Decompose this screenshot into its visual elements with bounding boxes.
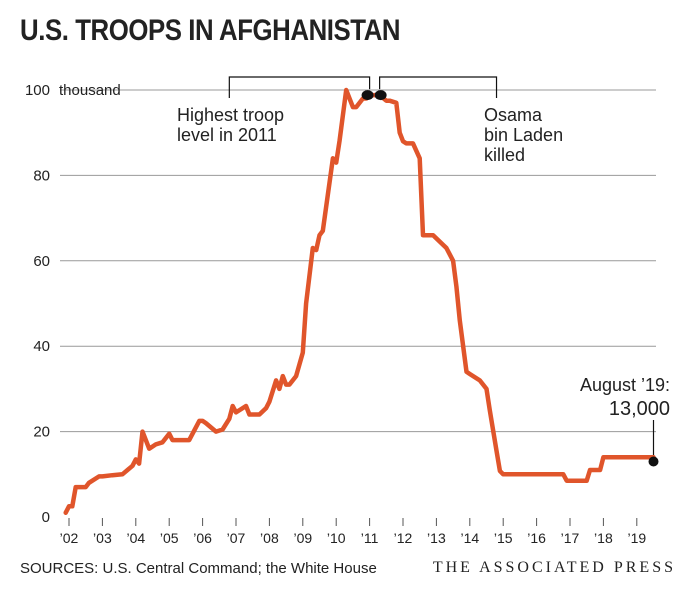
- x-tick-label: ’13: [427, 530, 446, 546]
- bin-laden-label: Osama: [484, 105, 543, 125]
- gridlines: [60, 89, 656, 526]
- x-tick-label: ’06: [193, 530, 212, 546]
- sources-note: SOURCES: U.S. Central Command; the White…: [20, 560, 377, 577]
- x-tick-label: ’12: [394, 530, 413, 546]
- y-tick-label: 20: [33, 424, 50, 441]
- x-tick-label: ’09: [293, 530, 312, 546]
- x-tick-label: ’19: [627, 530, 646, 546]
- y-tick-label: 40: [33, 338, 50, 355]
- highest-level-label: level in 2011: [177, 125, 277, 145]
- markers: [361, 90, 659, 467]
- x-tick-label: ’11: [361, 530, 379, 546]
- y-tick-label: 100: [25, 82, 50, 99]
- bin-laden-bracket: [379, 76, 498, 98]
- x-tick-label: ’14: [460, 530, 479, 546]
- credit-line: THE ASSOCIATED PRESS: [432, 559, 676, 576]
- x-tick-label: ’04: [126, 530, 145, 546]
- y-tick-label: 80: [33, 167, 50, 184]
- august-marker: [648, 456, 659, 467]
- y-axis-labels: 0 20 40 60 80 100 thousand: [25, 82, 121, 526]
- highest-level-bracket: [228, 76, 371, 98]
- x-tick-label: ’16: [527, 530, 546, 546]
- x-tick-label: ’02: [60, 530, 79, 546]
- x-axis-labels: ’02 ’03 ’04 ’05 ’06 ’07 ’08 ’09 ’10 ’11 ’12 ’13 ’14 ’…: [60, 530, 647, 546]
- y-tick-label: 60: [33, 253, 50, 270]
- x-tick-label: ’18: [594, 530, 613, 546]
- bin-laden-label: bin Laden: [484, 125, 563, 145]
- troop-level-line: [63, 87, 656, 515]
- y-tick-label: 0: [42, 509, 50, 526]
- x-tick-label: ’03: [93, 530, 112, 546]
- x-tick-label: ’17: [561, 530, 580, 546]
- x-tick-label: ’08: [260, 530, 279, 546]
- x-tick-label: ’15: [494, 530, 513, 546]
- chart-title: U.S. TROOPS IN AFGHANISTAN: [20, 14, 401, 47]
- bin-laden-marker: [374, 90, 387, 101]
- bin-laden-label: killed: [484, 145, 525, 165]
- y-unit-label: thousand: [59, 82, 121, 99]
- august-label: August ’19:: [580, 375, 670, 395]
- x-tick-label: ’05: [160, 530, 179, 546]
- x-tick-label: ’07: [227, 530, 246, 546]
- august-label: 13,000: [609, 398, 670, 420]
- peak-marker: [361, 90, 374, 101]
- highest-level-label: Highest troop: [177, 105, 284, 125]
- x-tick-label: ’10: [327, 530, 346, 546]
